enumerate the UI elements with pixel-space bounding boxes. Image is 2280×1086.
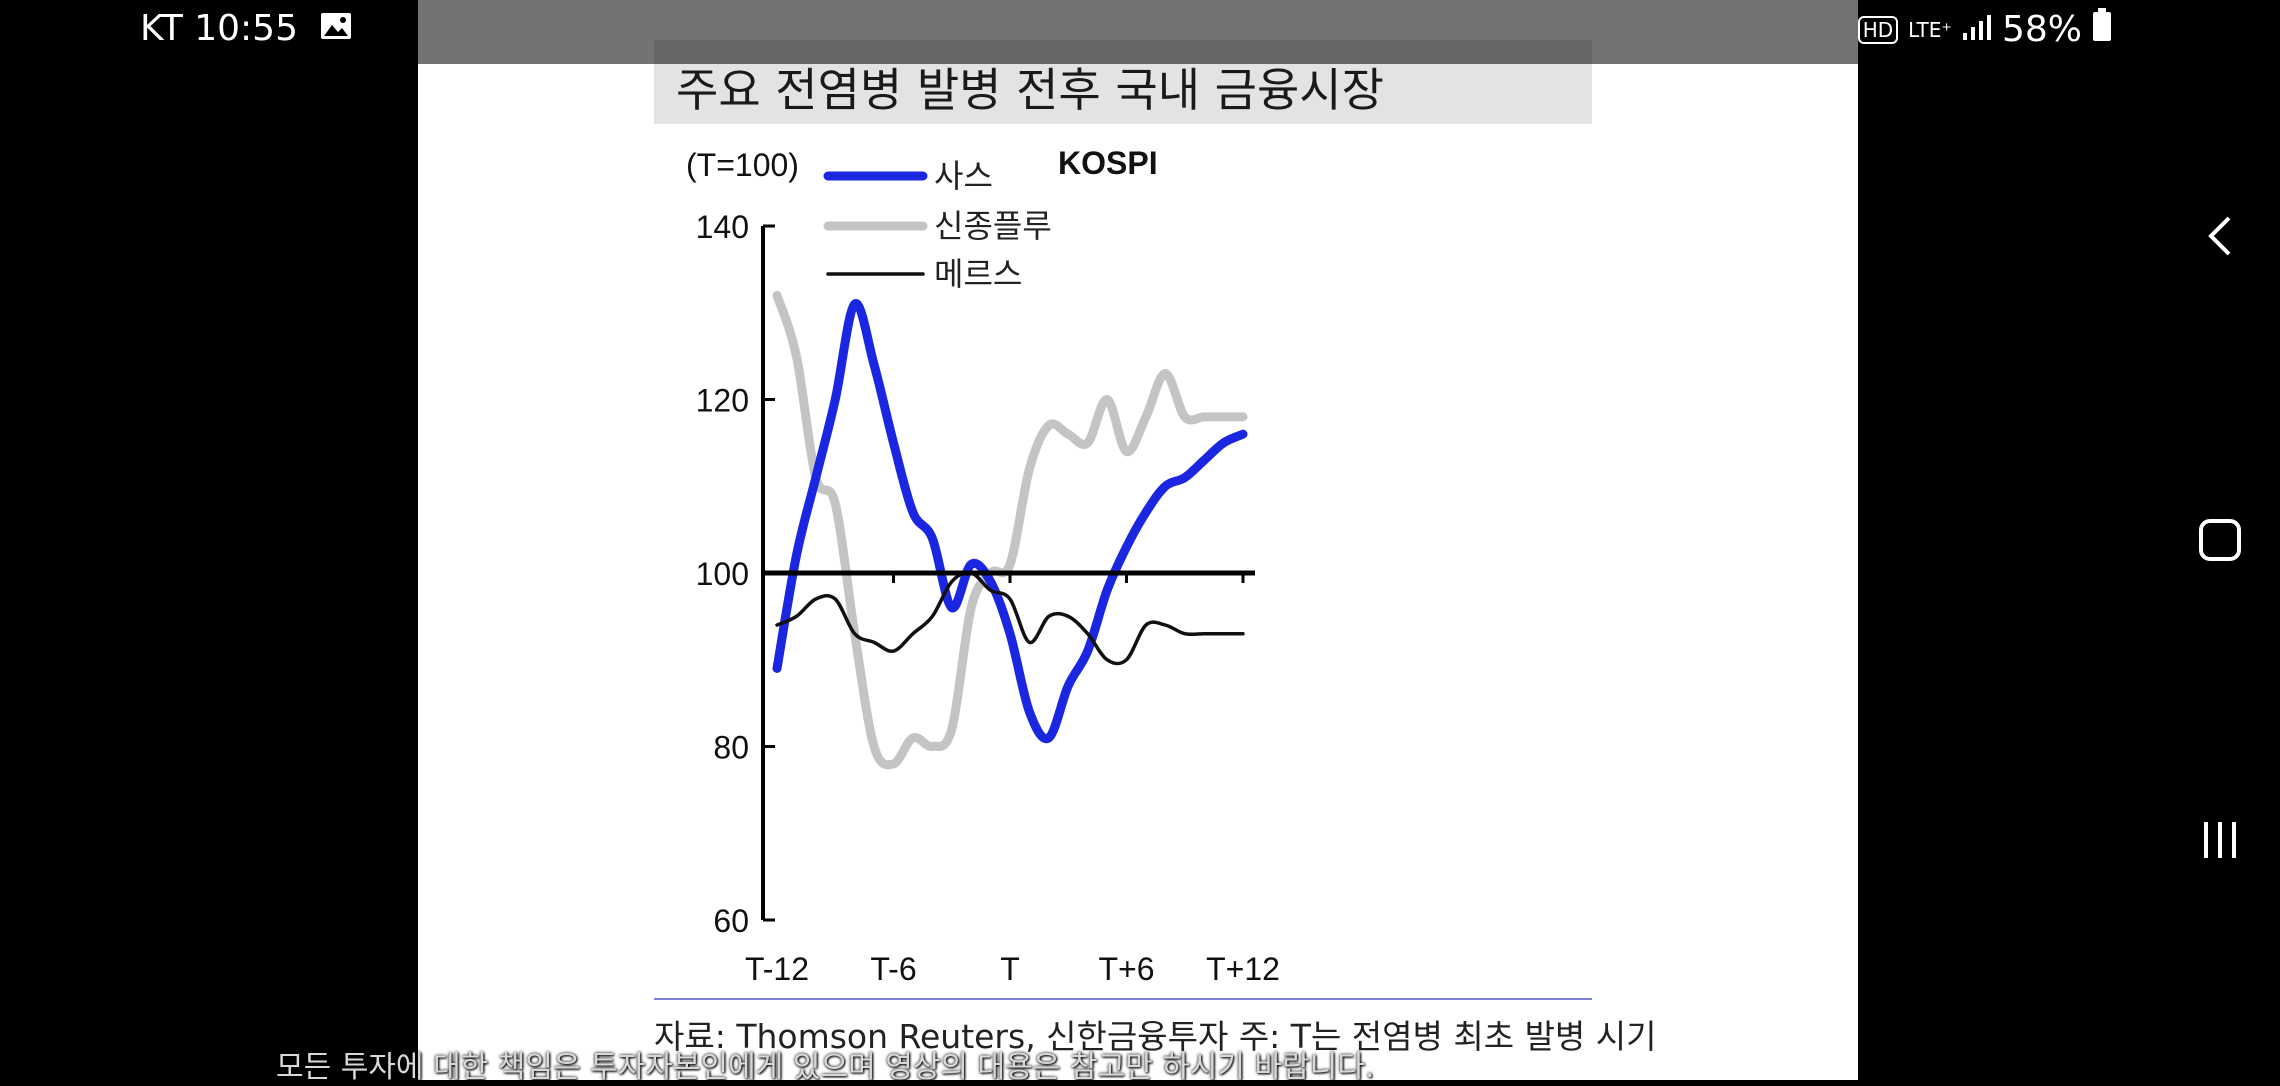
network-label: LTE⁺ [1908,17,1952,42]
y-tick-label: 120 [696,383,749,419]
chart-series-title: KOSPI [1058,145,1158,181]
x-tick-label: T-12 [745,951,809,987]
status-right: HD LTE⁺ 58% [1814,8,2112,51]
video-subtitle: 모든 투자에 대한 책임은 투자자본인에게 있으며 영상의 대용은 참고만 하시… [276,1050,1375,1085]
x-tick-label: T [1000,951,1020,987]
chart-labels: 60 80 100 120 140 T-12 T-6 T T+6 T+12 (T=100) KOSPI [686,145,1280,987]
chart: 60 80 100 120 140 T-12 T-6 T T+6 T+12 (T=100) KOSPI… [686,145,1280,987]
series-line-2 [772,290,1248,770]
square-icon [2199,519,2241,561]
battery-percent: 58% [2001,9,2082,50]
y-tick-label: 60 [713,903,749,939]
chart-title: 주요 전염병 발병 전후 국내 금융시장 [676,63,1384,117]
back-button[interactable] [2190,206,2250,266]
signal-icon [1962,9,1992,50]
series-line-3 [775,570,1245,666]
carrier-time: KT 10:55 [140,8,298,49]
y-tick-label: 80 [713,730,749,766]
chart-lines [772,290,1248,770]
nav-bar [2160,0,2280,1080]
x-tick-label: T-6 [870,951,916,987]
x-tick-label: T+12 [1206,951,1280,987]
status-left: KT 10:55 [140,8,352,49]
legend-label-1: 사스 [934,157,993,195]
hd-badge: HD [1857,15,1899,44]
gallery-icon [320,8,352,49]
chevron-left-icon [2208,216,2231,256]
status-bar: KT 10:55 HD LTE⁺ 58% [0,0,2280,64]
source-divider [654,998,1592,1000]
y-tick-label: 100 [696,556,749,592]
legend-label-2: 신종플루 [934,207,1052,245]
home-button[interactable] [2190,510,2250,570]
battery-icon [2092,8,2112,51]
video-frame[interactable]: 주요 전염병 발병 전후 국내 금융시장 60 80 100 120 140 T-12 T-… [418,0,1858,1080]
status-overlay [418,0,1858,64]
y-axis-label: (T=100) [686,147,799,183]
recents-button[interactable] [2190,810,2250,870]
source-note: 자료: Thomson Reuters, 신한금융투자 주: T는 전염병 최초… [654,1017,1657,1056]
recents-icon [2204,822,2236,858]
y-tick-label: 140 [696,209,749,245]
series-line-1 [772,299,1248,744]
legend-label-3: 메르스 [934,255,1022,293]
x-tick-label: T+6 [1098,951,1154,987]
chart-axes [761,224,1255,922]
